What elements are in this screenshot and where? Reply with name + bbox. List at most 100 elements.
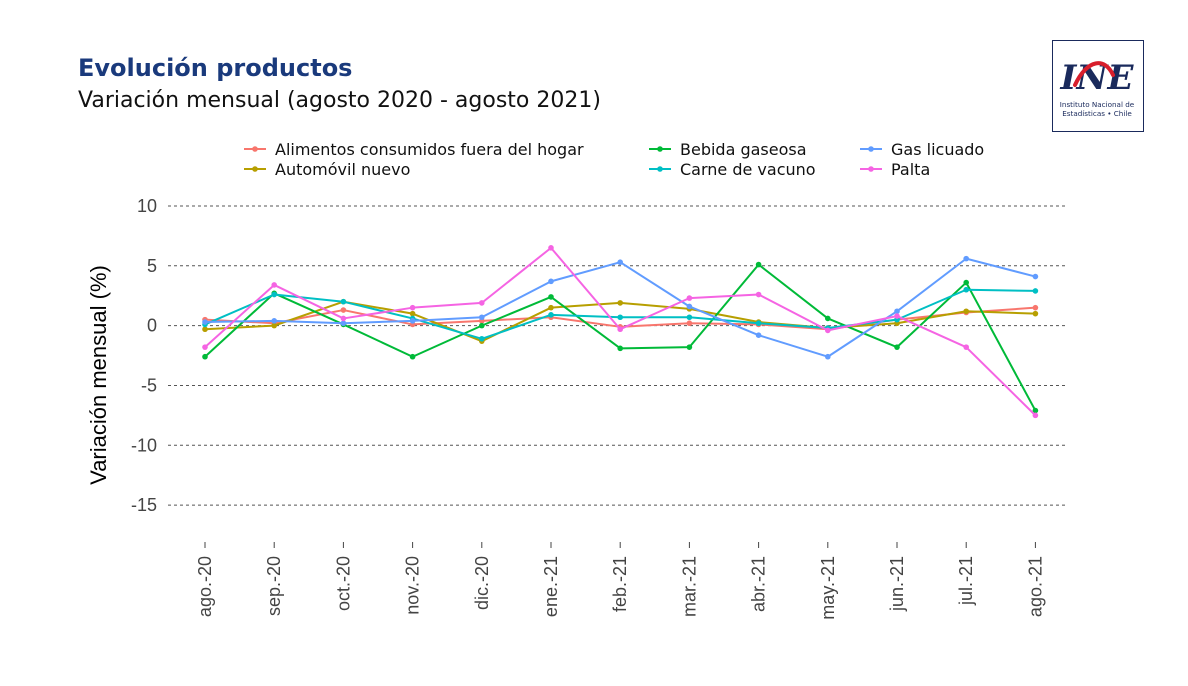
data-point: [894, 344, 900, 350]
legend-item-bebida-gaseosa: Bebida gaseosa: [649, 140, 807, 159]
data-point: [617, 345, 623, 352]
data-point: [479, 335, 485, 342]
data-point: [963, 344, 969, 350]
data-point: [963, 255, 969, 262]
data-point: [755, 261, 762, 268]
data-point: [479, 314, 485, 321]
data-point: [1032, 412, 1039, 419]
data-point: [963, 279, 969, 286]
data-point: [202, 344, 208, 350]
series-bebida-gaseosa: [202, 261, 1039, 414]
data-point: [1032, 407, 1039, 414]
data-point: [1032, 288, 1039, 294]
data-point: [755, 291, 762, 298]
data-point: [548, 245, 554, 251]
legend-swatch-point: [252, 146, 258, 152]
x-axis: ago.-20 sep.-20 oct.-20 nov.-20 dic.-20 ene.-…: [195, 542, 1045, 620]
x-tick-label: jul.-21: [956, 556, 976, 606]
data-point: [894, 308, 900, 315]
legend-item-alimentos-consumidos-fuera-del-hogar: Alimentos consumidos fuera del hogar: [244, 140, 584, 159]
data-point: [271, 282, 278, 288]
data-point: [409, 318, 416, 324]
x-tick-label: may.-21: [818, 556, 838, 620]
data-point: [271, 322, 278, 329]
data-point: [755, 332, 762, 338]
data-point: [479, 300, 485, 306]
x-tick-label: mar.-21: [679, 556, 699, 617]
data-point: [202, 319, 208, 325]
data-point: [825, 327, 831, 334]
x-tick-label: feb.-21: [610, 556, 630, 612]
data-point: [340, 307, 347, 313]
data-point: [617, 326, 623, 333]
data-point: [202, 353, 208, 360]
data-point: [617, 300, 623, 306]
data-point: [548, 312, 554, 318]
data-point: [340, 320, 347, 327]
data-point: [686, 314, 693, 321]
data-point: [340, 298, 347, 305]
y-tick-label: -10: [131, 435, 157, 455]
x-tick-label: abr.-21: [749, 556, 769, 612]
ine-logo-swoosh: [1073, 61, 1115, 87]
x-tick-label: sep.-20: [264, 556, 284, 616]
data-point: [617, 259, 623, 266]
ine-logo-line2: Estadísticas • Chile: [1062, 109, 1132, 118]
data-point: [202, 326, 208, 333]
series-palta: [202, 245, 1039, 419]
legend-item-automovil-nuevo: Automóvil nuevo: [244, 160, 410, 179]
legend-label: Carne de vacuno: [680, 160, 816, 179]
x-tick-label: nov.-20: [403, 556, 423, 615]
data-point: [409, 304, 416, 311]
ine-logo-line1: Instituto Nacional de: [1060, 100, 1135, 109]
x-tick-label: ago.-21: [1025, 556, 1045, 617]
data-point: [479, 322, 485, 329]
ine-logo: INE Instituto Nacional de Estadísticas •…: [1052, 40, 1144, 132]
chart-subtitle: Variación mensual (agosto 2020 - agosto …: [78, 88, 601, 113]
legend-swatch-point: [868, 146, 874, 152]
gridlines: [168, 205, 1068, 506]
legend-item-palta: Palta: [860, 160, 930, 179]
data-point: [825, 353, 831, 360]
x-tick-label: ago.-20: [195, 556, 215, 617]
data-point: [686, 303, 693, 310]
y-tick-label: -15: [131, 495, 157, 515]
series-gas-licuado: [202, 255, 1039, 360]
data-point: [686, 320, 693, 327]
data-point: [548, 304, 554, 311]
y-tick-label: 5: [147, 256, 157, 276]
legend-label: Bebida gaseosa: [680, 140, 807, 159]
y-tick-label: -5: [141, 375, 157, 395]
legend: Alimentos consumidos fuera del hogarAuto…: [244, 140, 984, 179]
data-point: [548, 294, 554, 300]
data-point: [548, 278, 554, 285]
data-point: [1032, 273, 1039, 280]
y-axis-label: Variación mensual (%): [86, 265, 111, 485]
data-point: [617, 314, 623, 321]
series-line: [204, 257, 1036, 358]
y-tick-label: 0: [147, 316, 157, 336]
legend-item-carne-de-vacuno: Carne de vacuno: [649, 160, 816, 179]
data-point: [271, 291, 278, 298]
data-point: [1032, 310, 1039, 317]
series-automovil-nuevo: [202, 298, 1039, 344]
data-point: [686, 295, 693, 301]
data-point: [409, 310, 416, 317]
ine-logo-icon: INE Instituto Nacional de Estadísticas •…: [1060, 58, 1135, 118]
legend-swatch-point: [252, 166, 258, 172]
data-point: [755, 320, 762, 327]
data-point: [340, 315, 347, 322]
legend-item-gas-licuado: Gas licuado: [860, 140, 984, 159]
data-point: [825, 315, 831, 322]
legend-swatch-point: [657, 146, 663, 152]
data-point: [894, 313, 900, 319]
data-point: [963, 286, 969, 293]
legend-label: Gas licuado: [891, 140, 984, 159]
x-tick-label: ene.-21: [541, 556, 561, 617]
data-point: [1032, 304, 1039, 311]
data-point: [686, 344, 693, 350]
legend-label: Alimentos consumidos fuera del hogar: [275, 140, 584, 159]
legend-swatch-point: [868, 166, 874, 172]
legend-label: Palta: [891, 160, 930, 179]
